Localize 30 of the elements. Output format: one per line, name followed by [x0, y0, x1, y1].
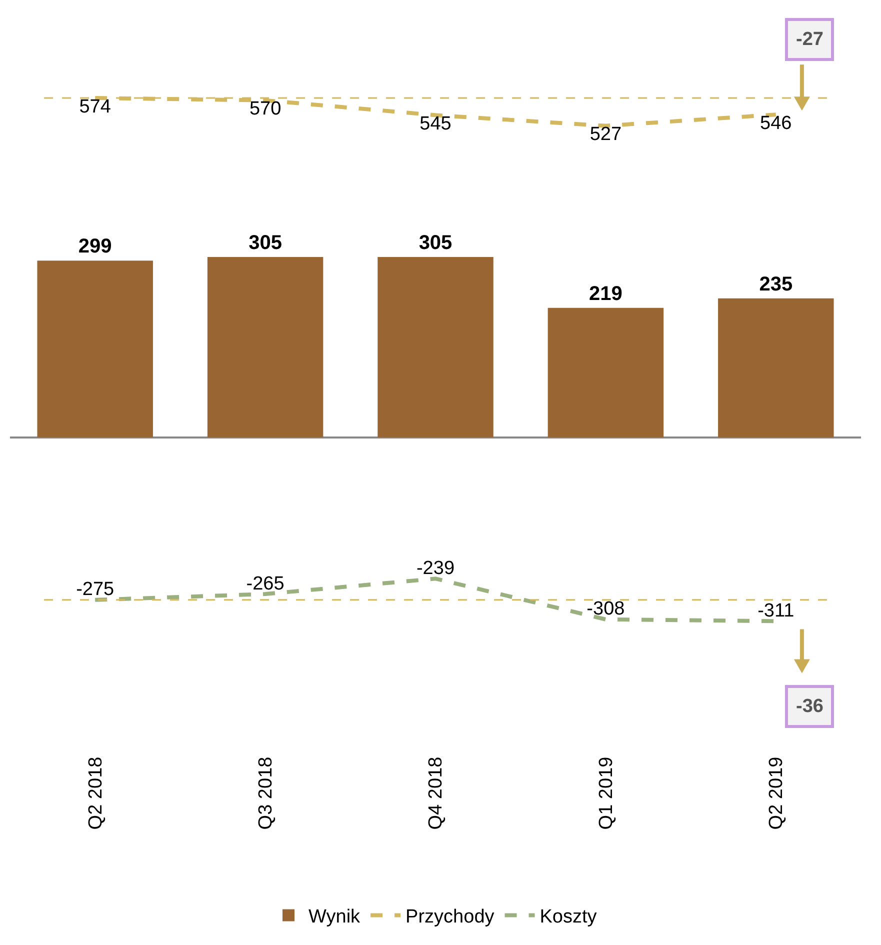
data-label: -275 [76, 579, 114, 600]
x-tick-label: Q4 2018 [426, 756, 447, 830]
bar [37, 260, 153, 438]
text: -27 [796, 29, 824, 50]
bar [207, 257, 324, 438]
data-label: -239 [416, 558, 455, 579]
data-label: -308 [586, 598, 625, 620]
data-label: 219 [589, 282, 622, 305]
data-label: -311 [758, 600, 794, 622]
data-label: -265 [246, 573, 284, 594]
text: -36 [796, 696, 824, 717]
data-label: 299 [78, 236, 112, 258]
data-label: 305 [248, 232, 282, 254]
x-tick-label: Q2 2018 [85, 756, 106, 830]
data-label: 570 [249, 98, 282, 120]
bar [378, 257, 494, 438]
data-label: 545 [420, 113, 452, 134]
bar [548, 308, 664, 438]
bar [718, 298, 834, 438]
data-label: 235 [759, 273, 793, 296]
x-tick-label: Q2 2019 [766, 756, 788, 830]
legend-label: Koszty [540, 906, 598, 928]
data-label: 527 [590, 124, 622, 146]
data-label: 574 [79, 96, 112, 118]
x-tick-label: Q1 2019 [596, 756, 617, 830]
data-label: 546 [760, 112, 792, 134]
legend-label: Przychody [406, 906, 495, 928]
legend-label: Wynik [308, 906, 361, 928]
data-label: 305 [418, 232, 452, 254]
x-tick-label: Q3 2018 [255, 756, 276, 830]
